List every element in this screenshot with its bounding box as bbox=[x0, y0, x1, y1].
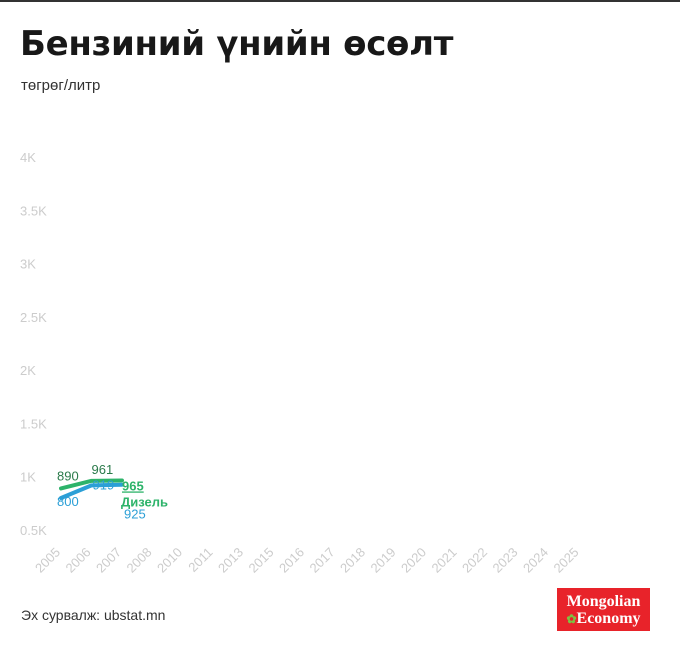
x-tick-label: 2007 bbox=[93, 545, 124, 576]
y-tick-label: 2.5K bbox=[20, 310, 47, 325]
data-label: 965 bbox=[122, 478, 144, 493]
data-label: 961 bbox=[92, 462, 114, 477]
x-tick-label: 2021 bbox=[429, 545, 460, 576]
data-label: 800 bbox=[57, 494, 79, 509]
y-tick-label: 1.5K bbox=[20, 416, 47, 431]
x-tick-label: 2018 bbox=[337, 545, 368, 576]
x-tick-label: 2020 bbox=[398, 545, 429, 576]
chart-title: Бензиний үнийн өсөлт bbox=[20, 24, 454, 64]
x-tick-label: 2017 bbox=[307, 545, 338, 576]
source-note: Эх сурвалж: ubstat.mn bbox=[21, 607, 166, 623]
x-tick-label: 2011 bbox=[185, 545, 215, 575]
x-tick-label: 2022 bbox=[459, 545, 490, 576]
y-tick-label: 1K bbox=[20, 470, 36, 485]
series-lines bbox=[59, 478, 124, 501]
series-line-diesel bbox=[59, 478, 124, 491]
series-label-diesel: Дизель bbox=[121, 494, 168, 509]
logo-line-2: ✿Economy bbox=[557, 610, 650, 628]
x-tick-label: 2006 bbox=[63, 545, 94, 576]
x-tick-label: 2025 bbox=[551, 545, 582, 576]
y-axis: 0.5K 1K 1.5K 2K 2.5K 3K 3.5K 4K bbox=[20, 150, 47, 538]
x-tick-label: 2010 bbox=[154, 545, 185, 576]
x-tick-label: 2023 bbox=[490, 545, 521, 576]
x-tick-label: 2019 bbox=[368, 545, 399, 576]
mongolian-economy-logo: Mongolian ✿Economy bbox=[557, 588, 650, 631]
y-tick-label: 3.5K bbox=[20, 203, 47, 218]
data-label: 890 bbox=[57, 468, 79, 483]
chart-subtitle: төгрөг/литр bbox=[21, 77, 101, 94]
x-tick-label: 2005 bbox=[32, 545, 63, 576]
y-tick-label: 4K bbox=[20, 150, 36, 165]
x-tick-label: 2024 bbox=[520, 545, 551, 576]
y-tick-label: 3K bbox=[20, 257, 36, 272]
y-tick-label: 2K bbox=[20, 363, 36, 378]
series-line-ai92 bbox=[59, 482, 124, 501]
data-label: 925 bbox=[124, 507, 146, 522]
leaf-icon: ✿ bbox=[566, 612, 577, 626]
x-tick-label: 2013 bbox=[215, 545, 246, 576]
logo-line-1: Mongolian bbox=[566, 593, 641, 610]
logo-line-2-text: Economy bbox=[576, 610, 641, 627]
x-tick-label: 2008 bbox=[124, 545, 155, 576]
y-tick-label: 0.5K bbox=[20, 523, 47, 538]
x-axis: 2005 2006 2007 2008 2010 2011 2013 2015 2016 2017… bbox=[32, 545, 582, 576]
data-label: 919 bbox=[93, 477, 115, 492]
x-tick-label: 2016 bbox=[276, 545, 307, 576]
x-tick-label: 2015 bbox=[246, 545, 277, 576]
top-rule bbox=[0, 0, 680, 2]
